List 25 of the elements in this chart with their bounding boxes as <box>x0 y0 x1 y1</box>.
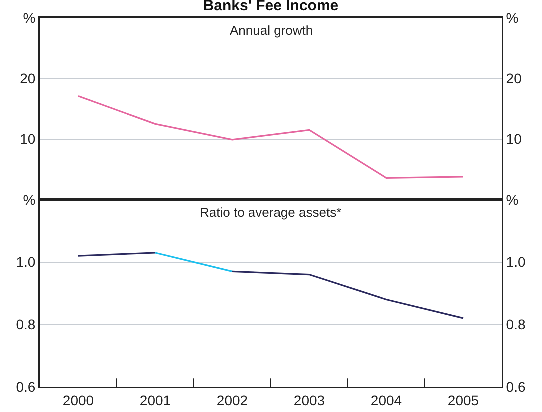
y2-tick-label: 0.6 <box>506 378 526 395</box>
x-tick-label: 2001 <box>140 392 172 408</box>
x-tick-label: 2003 <box>294 392 326 408</box>
x-tick-label: 2004 <box>370 392 402 408</box>
y-tick-label: 10 <box>20 131 36 148</box>
y-tick-label: % <box>23 10 36 26</box>
line-series <box>232 270 464 320</box>
y-tick-label: 1.0 <box>16 254 36 270</box>
y2-tick-label: 10 <box>506 131 522 148</box>
text: Annual growth <box>230 23 314 38</box>
y-tick-label: % <box>23 192 36 208</box>
line-series <box>78 95 464 179</box>
x-tick-label: 2005 <box>448 392 480 408</box>
x-tick-label: 2000 <box>62 392 94 408</box>
y2-tick-label: 0.8 <box>506 316 526 333</box>
y-tick-label: 0.6 <box>16 378 36 395</box>
x-tick-label: 2002 <box>216 392 248 408</box>
chart-subtitle: Ratio to average assets* <box>200 205 342 220</box>
y2-tick-label: % <box>506 10 519 26</box>
chart-title: Banks' Fee Income <box>203 0 339 14</box>
y-tick-label: 0.8 <box>16 316 36 333</box>
y2-tick-label: % <box>506 192 519 208</box>
y-tick-label: 20 <box>20 70 36 87</box>
y2-tick-label: 1.0 <box>506 254 526 270</box>
y2-tick-label: 20 <box>506 70 522 87</box>
